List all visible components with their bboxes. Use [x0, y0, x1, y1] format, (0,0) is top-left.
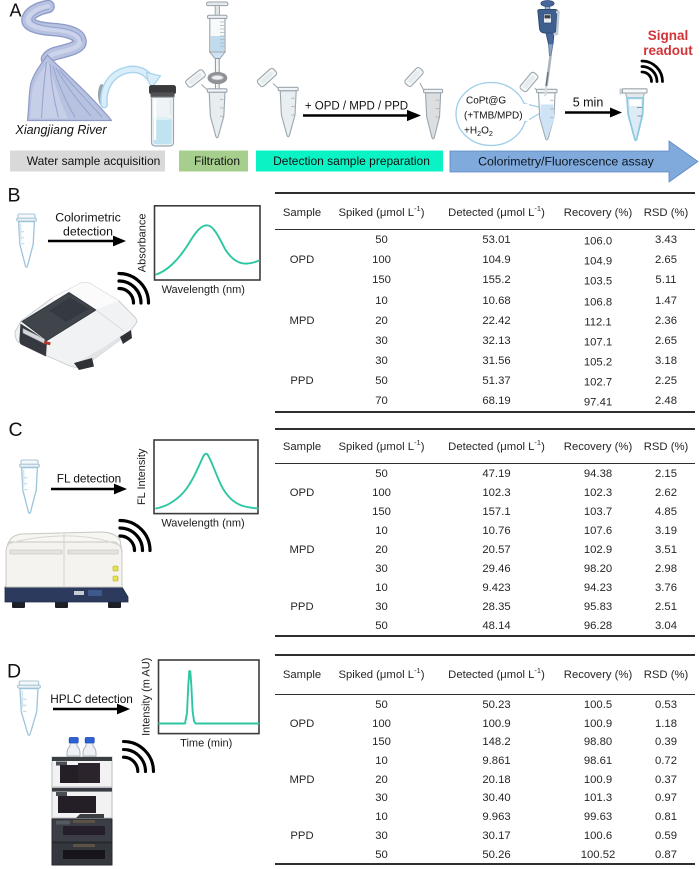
svg-text:Colorimetry/Fluorescence assay: Colorimetry/Fluorescence assay	[478, 155, 654, 169]
svg-text:Colorimetric: Colorimetric	[55, 211, 121, 225]
svg-text:detection: detection	[63, 225, 113, 239]
svg-text:5 min: 5 min	[573, 96, 604, 110]
svg-text:Wavelength (nm): Wavelength (nm)	[162, 284, 245, 296]
svg-text:Time (min): Time (min)	[180, 738, 232, 750]
svg-text:Intensity (m AU): Intensity (m AU)	[140, 658, 152, 736]
svg-text:Xiangjiang River: Xiangjiang River	[14, 123, 107, 137]
svg-text:Signal: Signal	[648, 28, 689, 43]
svg-text:(+TMB/MPD): (+TMB/MPD)	[464, 111, 523, 122]
svg-text:B: B	[8, 185, 21, 207]
svg-text:readout: readout	[643, 43, 693, 58]
svg-text:Wavelength (nm): Wavelength (nm)	[161, 518, 244, 530]
svg-text:+ OPD / MPD / PPD: + OPD / MPD / PPD	[305, 101, 408, 113]
svg-text:C: C	[9, 419, 23, 441]
svg-text:FL Intensity: FL Intensity	[136, 448, 148, 505]
svg-text:Detection sample preparation: Detection sample preparation	[273, 154, 430, 168]
svg-text:+H2O2: +H2O2	[464, 126, 493, 138]
svg-text:HPLC detection: HPLC detection	[50, 692, 133, 706]
svg-text:CoPt@G: CoPt@G	[466, 96, 506, 107]
svg-text:Filtration: Filtration	[194, 154, 240, 168]
svg-text:A: A	[10, 1, 22, 21]
svg-text:Absorbance: Absorbance	[136, 214, 148, 273]
svg-text:D: D	[7, 661, 21, 683]
svg-text:Water sample acquisition: Water sample acquisition	[27, 154, 161, 168]
svg-text:FL detection: FL detection	[57, 472, 122, 486]
